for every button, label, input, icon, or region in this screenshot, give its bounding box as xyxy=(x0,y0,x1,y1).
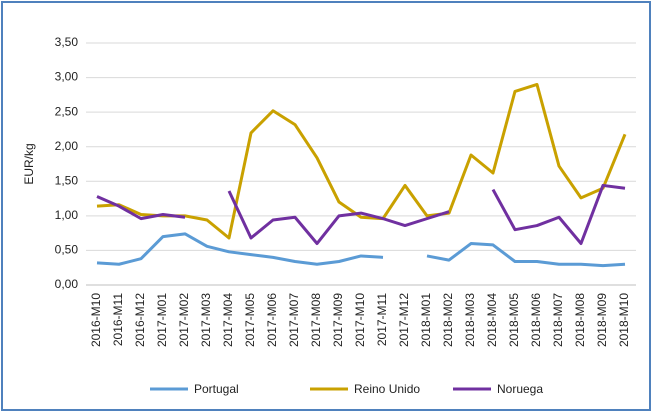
y-tick-label: 0,00 xyxy=(55,277,79,291)
x-tick-label: 2017-M10 xyxy=(353,293,367,347)
legend-label: Reino Unido xyxy=(354,382,420,396)
y-tick-label: 3,00 xyxy=(55,70,79,84)
x-tick-label: 2018-M10 xyxy=(617,293,631,347)
x-tick-label: 2017-M11 xyxy=(375,293,389,346)
x-tick-label: 2017-M12 xyxy=(397,293,411,347)
x-tick-label: 2018-M05 xyxy=(507,293,521,347)
x-tick-label: 2018-M02 xyxy=(441,293,455,347)
x-tick-label: 2018-M06 xyxy=(529,293,543,347)
x-tick-label: 2017-M07 xyxy=(287,293,301,347)
x-tick-label: 2017-M01 xyxy=(155,293,169,347)
legend-label: Portugal xyxy=(194,382,239,396)
x-tick-label: 2018-M04 xyxy=(485,293,499,347)
x-tick-label: 2017-M03 xyxy=(199,293,213,347)
x-tick-label: 2017-M02 xyxy=(177,293,191,347)
x-tick-label: 2016-M11 xyxy=(111,293,125,346)
x-tick-label: 2018-M01 xyxy=(419,293,433,347)
legend-label: Noruega xyxy=(497,382,543,396)
x-tick-label: 2018-M03 xyxy=(463,293,477,347)
x-tick-label: 2016-M12 xyxy=(133,293,147,347)
y-axis-label: EUR/kg xyxy=(22,143,36,184)
x-tick-label: 2018-M07 xyxy=(551,293,565,347)
y-tick-label: 1,50 xyxy=(55,173,79,187)
y-tick-label: 2,50 xyxy=(55,104,79,118)
x-tick-label: 2017-M06 xyxy=(265,293,279,347)
x-tick-label: 2017-M05 xyxy=(243,293,257,347)
y-tick-label: 2,00 xyxy=(55,139,79,153)
x-tick-label: 2018-M09 xyxy=(595,293,609,347)
y-tick-label: 0,50 xyxy=(55,243,79,257)
series-line xyxy=(96,183,626,246)
x-tick-label: 2017-M09 xyxy=(331,293,345,347)
x-tick-label: 2017-M08 xyxy=(309,293,323,347)
y-tick-label: 3,50 xyxy=(55,35,79,49)
series-line xyxy=(96,232,626,268)
x-tick-label: 2017-M04 xyxy=(221,293,235,347)
x-tick-label: 2016-M10 xyxy=(89,293,103,347)
y-tick-label: 1,00 xyxy=(55,208,79,222)
x-tick-label: 2018-M08 xyxy=(573,293,587,347)
